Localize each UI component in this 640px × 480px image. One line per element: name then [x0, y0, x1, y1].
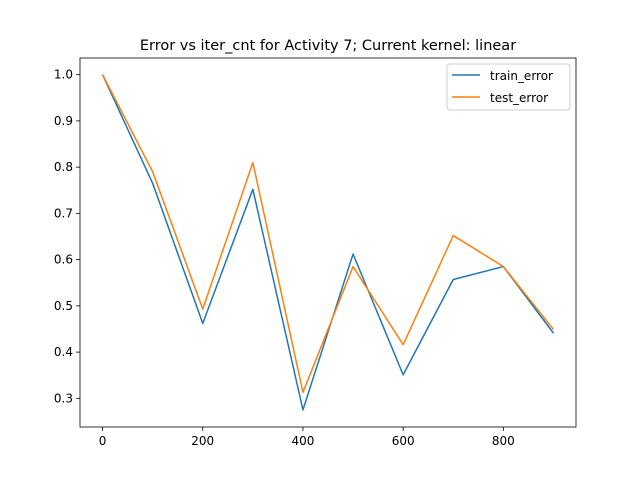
- axes-frame: [79, 57, 577, 428]
- plot-area: [80, 58, 576, 427]
- y-tick-label: 1.0: [54, 68, 73, 82]
- x-tick-label: 0: [99, 434, 107, 448]
- y-tick-label: 0.9: [54, 114, 73, 128]
- x-tick-label: 400: [291, 434, 314, 448]
- legend-label-test-error: test_error: [490, 91, 548, 105]
- x-axis-ticks: 0 200 400 600 800: [99, 427, 515, 448]
- x-tick-label: 800: [492, 434, 515, 448]
- series-group: [101, 74, 555, 411]
- y-tick-label: 0.3: [54, 391, 73, 405]
- series-line-test-error: [101, 74, 555, 394]
- y-tick-label: 0.7: [54, 206, 73, 220]
- y-tick-label: 0.5: [54, 299, 73, 313]
- series-line-train-error: [101, 74, 555, 411]
- x-tick-label: 600: [392, 434, 415, 448]
- y-tick-label: 0.4: [54, 345, 73, 359]
- legend: train_error test_error: [446, 63, 571, 111]
- y-axis-ticks: 0.3 0.4 0.5 0.6 0.7 0.8 0.9 1.0: [54, 68, 80, 405]
- y-tick-label: 0.6: [54, 253, 73, 267]
- axes: [79, 57, 577, 428]
- plot-background: [80, 58, 576, 427]
- legend-label-train-error: train_error: [490, 69, 553, 83]
- x-tick-label: 200: [191, 434, 214, 448]
- y-tick-label: 0.8: [54, 160, 73, 174]
- chart-title: Error vs iter_cnt for Activity 7; Curren…: [140, 38, 516, 54]
